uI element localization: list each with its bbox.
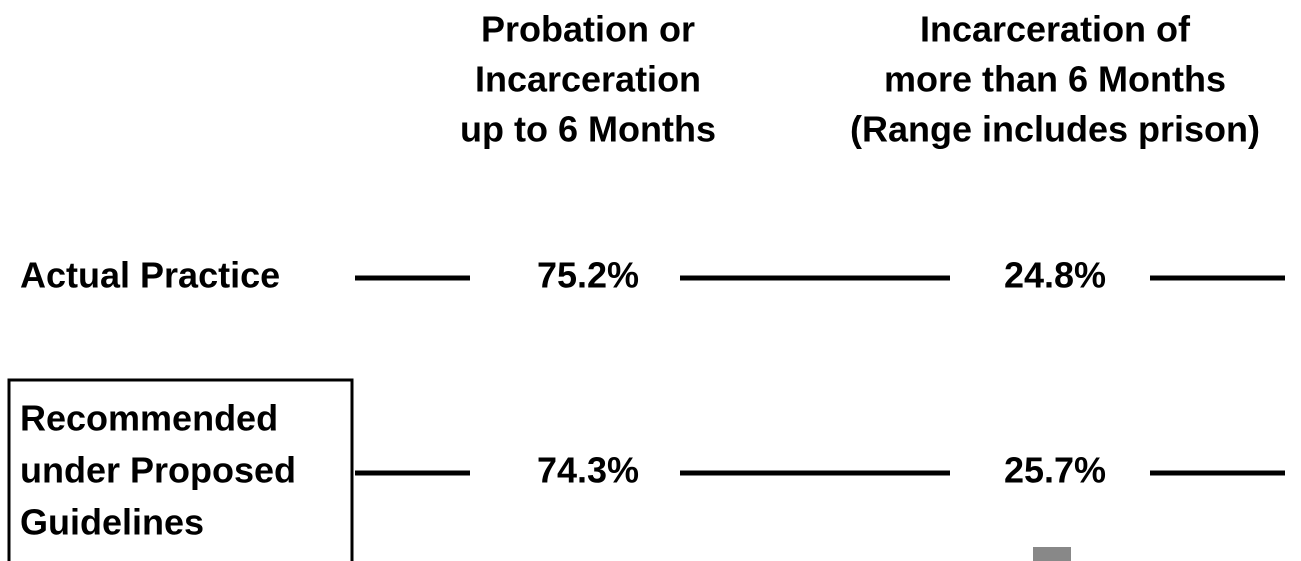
column-header: (Range includes prison) bbox=[850, 109, 1260, 150]
row-label: Actual Practice bbox=[20, 255, 280, 296]
column-header: Incarceration bbox=[475, 59, 701, 100]
column-header: Incarceration of bbox=[920, 9, 1191, 50]
label-box bbox=[7, 378, 354, 561]
cell-value: 25.7% bbox=[1004, 450, 1106, 491]
cell-value: 24.8% bbox=[1004, 255, 1106, 296]
column-header: more than 6 Months bbox=[884, 59, 1226, 100]
row-label: Guidelines bbox=[20, 502, 204, 543]
column-header: Probation or bbox=[481, 9, 695, 50]
marker bbox=[1033, 547, 1071, 561]
column-header: up to 6 Months bbox=[460, 109, 716, 150]
cell-value: 74.3% bbox=[537, 450, 639, 491]
cell-value: 75.2% bbox=[537, 255, 639, 296]
row-label: Recommended bbox=[20, 398, 278, 439]
row-label: under Proposed bbox=[20, 450, 296, 491]
